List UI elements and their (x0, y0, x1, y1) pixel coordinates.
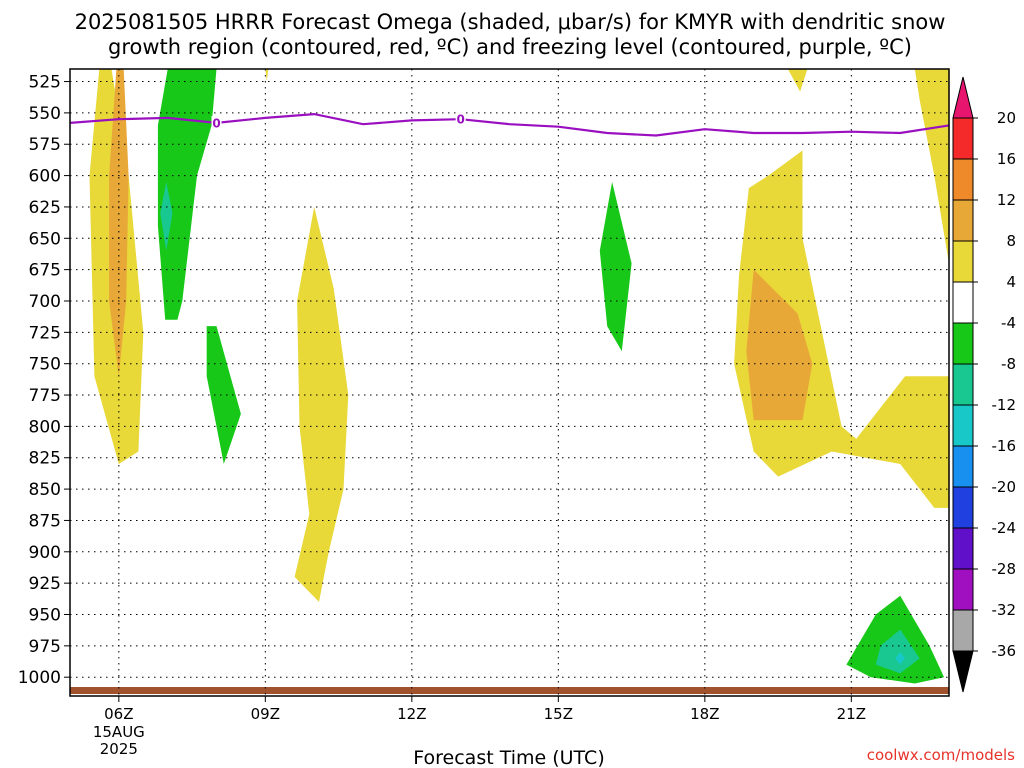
y-tick-label: 650 (29, 229, 61, 249)
chart-title-line1: 2025081505 HRRR Forecast Omega (shaded, … (75, 10, 946, 34)
colorbar-swatch (952, 568, 974, 611)
freezing-level-label-bg (455, 112, 466, 127)
colorbar-swatch (952, 363, 974, 406)
chart-title-line2: growth region (contoured, red, ºC) and f… (108, 35, 912, 59)
colorbar-label: -8 (1001, 355, 1016, 373)
y-tick-label: 825 (29, 449, 61, 469)
y-tick-label: 900 (29, 543, 61, 563)
omega-shading-layer (89, 69, 949, 684)
y-tick-label: 1000 (18, 668, 61, 688)
colorbar-swatch (952, 527, 974, 570)
x-axis-label: Forecast Time (UTC) (413, 747, 604, 768)
colorbar-label: -12 (992, 396, 1017, 414)
y-tick-label: 775 (29, 386, 61, 406)
colorbar-label: -32 (992, 601, 1017, 619)
y-tick-label: 550 (29, 104, 61, 124)
omega-region-sink-1600z (599, 181, 632, 352)
omega-region-sink-0700z-core (160, 181, 173, 251)
colorbar-swatch (952, 158, 974, 201)
colorbar-swatch (952, 199, 974, 242)
colorbar-label: -24 (992, 519, 1017, 537)
x-tick-label: 18Z (690, 705, 719, 723)
x-tick-label: 15Z (544, 705, 573, 723)
colorbar-swatch (952, 445, 974, 488)
colorbar-label: -28 (992, 560, 1017, 578)
omega-region-rise-1900z-core (746, 269, 813, 421)
x-tick-sublabel: 15AUG (93, 723, 145, 741)
omega-region-sink-2200z-center (895, 652, 906, 665)
plot-border (69, 68, 950, 697)
freezing-level-label-bg (211, 115, 222, 130)
y-tick-label: 625 (29, 198, 61, 218)
freezing-level-label: 0 (456, 113, 464, 127)
y-tick-label: 700 (29, 292, 61, 312)
x-tick-sublabel: 2025 (100, 740, 138, 758)
y-tick-label: 950 (29, 605, 61, 625)
colorbar-swatch (952, 404, 974, 447)
y-tick-label: 750 (29, 355, 61, 375)
omega-region-rise-1000z (294, 206, 349, 602)
colorbar-label: 16 (997, 150, 1016, 168)
colorbar-swatch (952, 322, 974, 365)
credit-text[interactable]: coolwx.com/models (867, 746, 1015, 764)
x-tick-label: 06Z (104, 705, 133, 723)
y-tick-label: 575 (29, 135, 61, 155)
y-tick-label: 850 (29, 480, 61, 500)
terrain-strip (70, 687, 949, 694)
colorbar-label: 4 (1006, 273, 1016, 291)
omega-region-rise-0900z-top (265, 69, 269, 82)
colorbar-label: 8 (1006, 232, 1016, 250)
omega-region-sink-0800z (206, 326, 241, 464)
terrain-layer (70, 687, 949, 694)
x-tick-label: 12Z (397, 705, 426, 723)
freezing-level-label: 0 (212, 116, 220, 130)
y-tick-label: 800 (29, 417, 61, 437)
colorbar-swatch (952, 281, 974, 324)
colorbar: 20 16 12 8 4 -4 -8 -12 -16 -20 -24 -28 -32 -36 (952, 76, 1017, 693)
colorbar-swatch (952, 240, 974, 283)
colorbar-swatch (952, 609, 974, 652)
omega-region-sink-2200z-core (875, 629, 920, 674)
colorbar-label: -20 (992, 478, 1017, 496)
colorbar-label: 12 (997, 191, 1016, 209)
y-tick-label: 675 (29, 261, 61, 281)
y-tick-label: 975 (29, 637, 61, 657)
colorbar-label: -4 (1001, 314, 1016, 332)
omega-region-rise-2000z-top (787, 69, 808, 92)
omega-region-rise-0600z-core (109, 69, 129, 377)
y-tick-label: 725 (29, 323, 61, 343)
y-axis-ticks: 525 550 575 600 625 650 675 700 725 750 775 800 825 8… (18, 73, 70, 688)
colorbar-swatch (952, 486, 974, 529)
omega-region-sink-0700z (157, 69, 217, 320)
y-tick-label: 525 (29, 73, 61, 93)
colorbar-swatch (952, 76, 974, 119)
colorbar-label: -16 (992, 437, 1017, 455)
colorbar-label: -36 (992, 642, 1017, 660)
y-tick-label: 875 (29, 511, 61, 531)
x-tick-label: 09Z (251, 705, 280, 723)
colorbar-label: 20 (997, 109, 1016, 127)
colorbar-swatch (952, 117, 974, 160)
y-tick-label: 925 (29, 574, 61, 594)
x-tick-label: 21Z (837, 705, 866, 723)
omega-region-rise-2230z (914, 69, 949, 264)
y-tick-label: 600 (29, 167, 61, 187)
colorbar-swatch (952, 650, 974, 693)
grid-layer (70, 69, 949, 696)
